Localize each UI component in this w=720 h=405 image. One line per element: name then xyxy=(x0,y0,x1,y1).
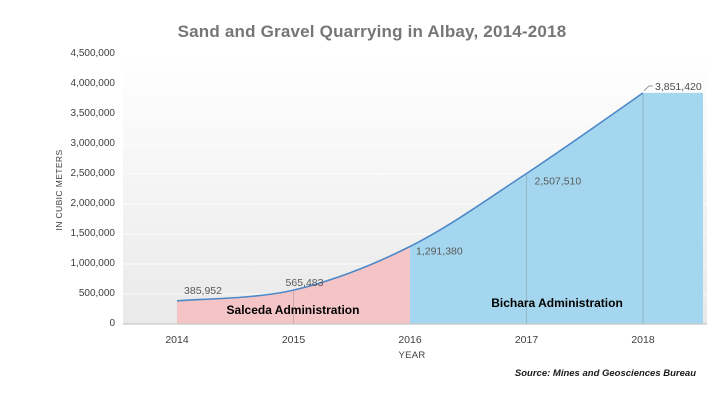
region-label-salceda: Salceda Administration xyxy=(226,303,360,317)
data-label-2016: 1,291,380 xyxy=(416,246,463,258)
label-leader-line xyxy=(643,85,653,92)
region-label-bichara: Bichara Administration xyxy=(491,296,623,310)
data-label-2014: 385,952 xyxy=(184,285,222,297)
series-line xyxy=(176,92,644,302)
data-label-2017: 2,507,510 xyxy=(535,176,582,188)
data-label-2015: 565,483 xyxy=(286,277,324,289)
area-bichara xyxy=(410,92,703,325)
data-label-2018: 3,851,420 xyxy=(655,81,702,93)
area-salceda xyxy=(177,246,410,324)
x-axis-title: YEAR xyxy=(398,350,426,361)
source-note: Source: Mines and Geosciences Bureau xyxy=(514,368,696,379)
chart-title: Sand and Gravel Quarrying in Albay, 2014… xyxy=(177,22,567,41)
